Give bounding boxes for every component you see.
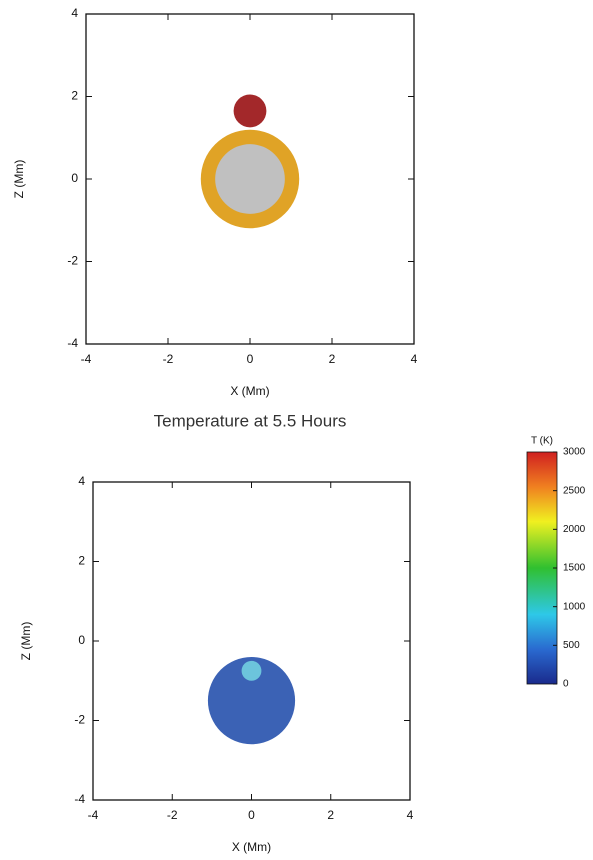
colorbar-tick-label: 3000 (563, 447, 586, 458)
colorbar-tick-label: 500 (563, 640, 580, 651)
colorbar-tick-label: 2500 (563, 485, 586, 496)
y-tick-label: 0 (78, 633, 85, 647)
y-tick-label: 2 (78, 554, 85, 568)
y-tick-label: 4 (71, 6, 78, 20)
x-tick-label: 0 (248, 808, 255, 822)
chart-title: Temperature at 5.5 Hours (154, 411, 347, 430)
x-tick-label: 2 (329, 352, 336, 366)
x-tick-label: 4 (407, 808, 414, 822)
y-tick-label: -2 (74, 713, 85, 727)
x-tick-label: 4 (411, 352, 418, 366)
x-tick-label: -2 (167, 808, 178, 822)
x-tick-label: 0 (247, 352, 254, 366)
colorbar-tick-label: 1000 (563, 601, 586, 612)
plot-frame (92, 481, 411, 801)
circle (207, 657, 296, 745)
colorbar-tick-label: 0 (563, 679, 569, 690)
x-tick-label: 2 (327, 808, 334, 822)
x-tick-label: -4 (88, 808, 99, 822)
circle (215, 144, 285, 214)
x-axis-label: X (Mm) (232, 840, 271, 854)
circle (233, 94, 267, 128)
x-tick-label: -2 (163, 352, 174, 366)
circle (241, 660, 262, 681)
y-tick-label: -4 (74, 792, 85, 806)
y-tick-label: -2 (67, 254, 78, 268)
colorbar (526, 451, 558, 685)
y-axis-label: Z (Mm) (19, 622, 33, 661)
x-axis-label: X (Mm) (230, 384, 269, 398)
colorbar-tick-label: 2000 (563, 524, 586, 535)
y-tick-label: -4 (67, 336, 78, 350)
colorbar-label: T (K) (531, 436, 553, 447)
colorbar-tick-label: 1500 (563, 563, 586, 574)
y-axis-label: Z (Mm) (12, 160, 26, 199)
y-tick-label: 2 (71, 89, 78, 103)
y-tick-label: 0 (71, 171, 78, 185)
x-tick-label: -4 (81, 352, 92, 366)
y-tick-label: 4 (78, 474, 85, 488)
